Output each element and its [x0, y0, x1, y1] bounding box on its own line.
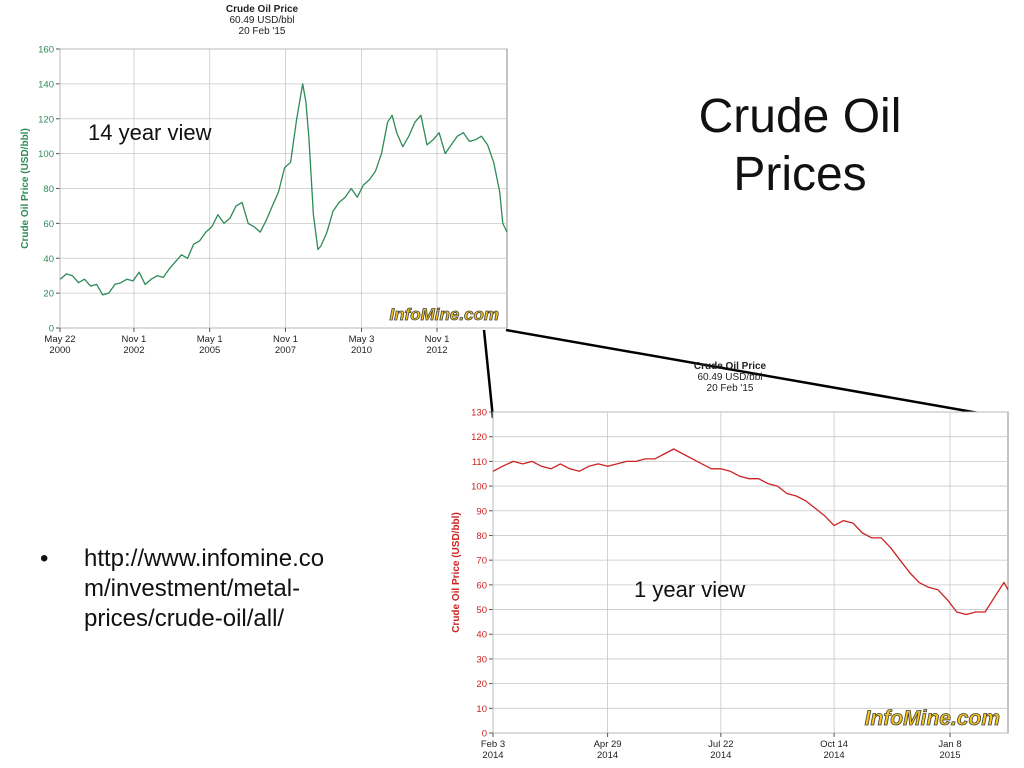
chart-date-label: 20 Feb '15	[707, 383, 754, 394]
y-tick-label: 90	[476, 506, 487, 517]
y-tick-label: 80	[476, 531, 487, 542]
x-tick-label: 2002	[123, 345, 144, 356]
y-tick-label: 60	[476, 580, 487, 591]
y-tick-label: 80	[43, 184, 54, 195]
slide-title-line: Prices	[733, 148, 867, 201]
x-tick-label: 2007	[275, 345, 296, 356]
x-tick-label: Oct 14	[820, 739, 848, 750]
x-tick-label: 2014	[482, 750, 503, 761]
x-tick-label: 2015	[939, 750, 960, 761]
x-tick-label: Jan 8	[938, 739, 961, 750]
slide-title-line: Crude Oil	[698, 90, 902, 143]
slide-title: Crude Oil Prices	[640, 88, 960, 204]
y-axis-label: Crude Oil Price (USD/bbl)	[20, 128, 31, 249]
infomine-watermark: InfoMine.com	[865, 707, 1000, 730]
y-tick-label: 0	[482, 729, 487, 740]
source-url-line: m/investment/metal-	[84, 575, 301, 602]
source-url-text[interactable]: http://www.infomine.co m/investment/meta…	[84, 544, 380, 634]
y-tick-label: 120	[38, 114, 54, 125]
y-tick-label: 20	[43, 289, 54, 300]
annotation-14-year-view: 14 year view	[88, 120, 212, 145]
annotation-1-year-view: 1 year view	[634, 577, 746, 602]
chart-title: Crude Oil Price	[694, 361, 767, 372]
y-tick-label: 140	[38, 79, 54, 90]
x-tick-label: May 1	[197, 334, 223, 345]
x-tick-label: May 3	[349, 334, 375, 345]
price-series-line	[492, 448, 1009, 616]
y-tick-label: 110	[472, 457, 487, 468]
y-tick-label: 40	[43, 254, 54, 265]
x-tick-label: 2014	[710, 750, 731, 761]
zoom-connector-line	[482, 329, 495, 419]
y-tick-label: 160	[38, 45, 54, 56]
zoom-connector-line	[505, 328, 1008, 420]
y-tick-label: 30	[476, 654, 487, 665]
x-tick-label: 2000	[49, 345, 70, 356]
y-axis-label: Crude Oil Price (USD/bbl)	[451, 512, 462, 633]
bullet-symbol: •	[40, 545, 49, 572]
plot-area	[492, 411, 1009, 734]
chart-current-price: 60.49 USD/bbl	[229, 15, 294, 26]
y-tick-label: 100	[471, 482, 487, 493]
x-tick-label: Nov 1	[122, 334, 147, 345]
price-series-line	[59, 83, 508, 296]
y-tick-label: 130	[471, 408, 487, 419]
y-tick-label: 70	[476, 556, 487, 567]
source-url-line: http://www.infomine.co	[84, 545, 325, 572]
x-tick-label: Apr 29	[594, 739, 622, 750]
x-tick-label: Feb 3	[481, 739, 505, 750]
x-tick-label: 2005	[199, 345, 220, 356]
y-tick-label: 50	[476, 605, 487, 616]
x-tick-label: Nov 1	[273, 334, 298, 345]
y-tick-label: 120	[471, 432, 487, 443]
y-tick-label: 60	[43, 219, 54, 230]
chart-current-price: 60.49 USD/bbl	[697, 372, 762, 383]
y-tick-label: 10	[476, 704, 487, 715]
y-tick-label: 100	[38, 149, 54, 160]
x-tick-label: Jul 22	[708, 739, 733, 750]
y-tick-label: 0	[49, 324, 54, 335]
x-tick-label: 2014	[597, 750, 618, 761]
y-tick-label: 40	[476, 630, 487, 641]
chart-title: Crude Oil Price	[226, 4, 299, 15]
y-tick-label: 20	[476, 679, 487, 690]
infomine-watermark: InfoMine.com	[389, 305, 499, 324]
x-tick-label: 2010	[351, 345, 372, 356]
x-tick-label: 2012	[426, 345, 447, 356]
x-tick-label: 2014	[824, 750, 845, 761]
x-tick-label: Nov 1	[425, 334, 450, 345]
chart-date-label: 20 Feb '15	[239, 26, 286, 37]
source-url-line: prices/crude-oil/all/	[84, 605, 285, 632]
x-tick-label: May 22	[44, 334, 75, 345]
